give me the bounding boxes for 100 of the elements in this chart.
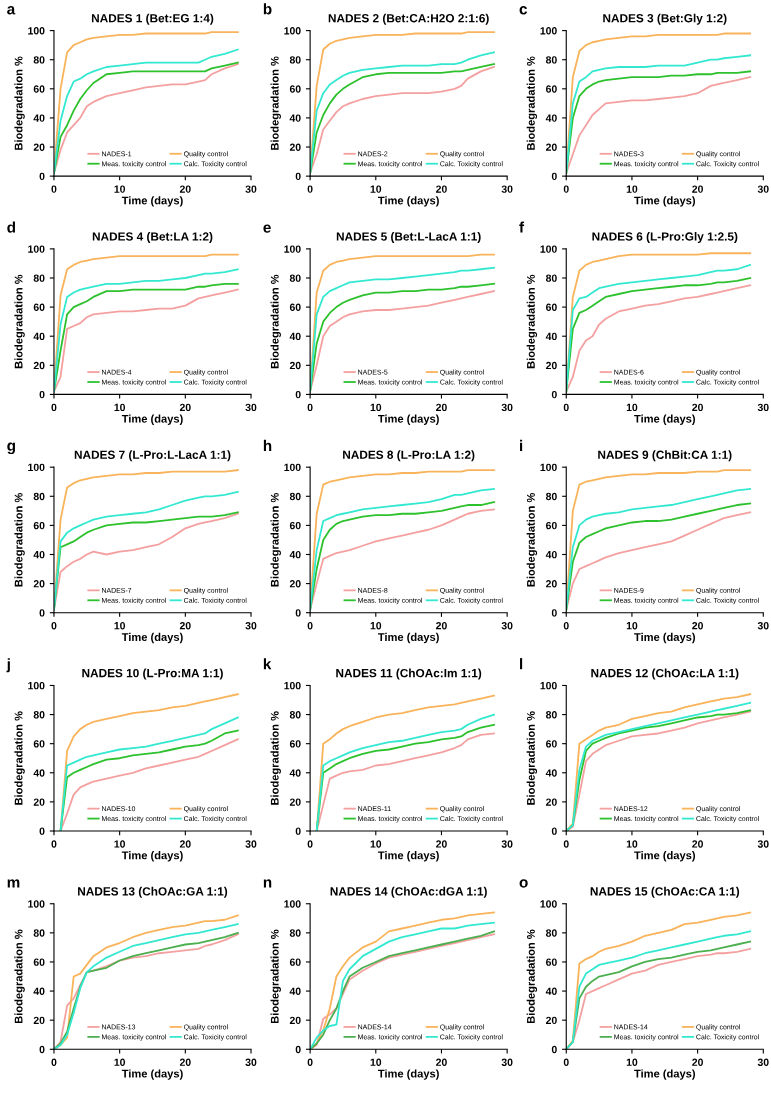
y-tick-label: 80 xyxy=(545,929,557,937)
x-tick-label: 20 xyxy=(436,403,447,412)
x-tick-label: 0 xyxy=(307,1058,313,1066)
x-axis-title: Time (days) xyxy=(377,196,439,207)
y-tick-label: 80 xyxy=(289,274,301,282)
text: n xyxy=(263,879,272,888)
x-axis-title: Time (days) xyxy=(121,851,183,862)
chart-title: NADES 6 (L-Pro:Gly 1:2.5) xyxy=(592,232,738,244)
y-tick-label: 40 xyxy=(545,332,557,341)
x-axis-title: Time (days) xyxy=(634,414,695,425)
y-tick-label: 80 xyxy=(33,929,45,937)
y-tick-label: 20 xyxy=(33,361,45,370)
y-tick-label: 0 xyxy=(39,390,45,399)
x-tick-label: 10 xyxy=(626,1058,638,1066)
x-tick-label: 30 xyxy=(757,403,769,412)
x-axis-title: Time (days) xyxy=(121,414,183,425)
x-tick-label: 30 xyxy=(757,185,769,193)
chart-title: NADES 3 (Bet:Gly 1:2) xyxy=(603,13,727,25)
y-tick-label: 20 xyxy=(289,580,301,588)
x-tick-label: 30 xyxy=(757,840,769,848)
text: c xyxy=(519,6,528,15)
x-tick-label: 0 xyxy=(563,1058,569,1066)
y-tick-label: 100 xyxy=(28,900,45,908)
y-tick-label: 0 xyxy=(295,1045,301,1054)
y-tick-label: 60 xyxy=(546,303,557,311)
y-tick-label: 40 xyxy=(545,114,557,122)
y-axis-title: Biodegradation % xyxy=(14,929,25,1023)
chart-title: NADES 5 (Bet:L-LacA 1:1) xyxy=(336,232,481,244)
y-tick-label: 100 xyxy=(284,245,301,253)
chart-title: NADES 13 (ChOAc:GA 1:1) xyxy=(78,886,228,898)
x-tick-label: 10 xyxy=(370,185,382,193)
y-tick-label: 0 xyxy=(551,1045,557,1054)
chart-title: NADES 1 (Bet:EG 1:4) xyxy=(91,13,214,25)
y-tick-label: 40 xyxy=(33,769,45,777)
y-tick-label: 60 xyxy=(33,303,45,311)
y-tick-label: 20 xyxy=(289,1016,301,1025)
y-tick-label: 80 xyxy=(289,711,301,719)
x-axis-title: Time (days) xyxy=(121,632,183,644)
y-tick-label: 100 xyxy=(28,245,45,253)
x-tick-label: 0 xyxy=(563,403,569,412)
y-axis-title: Biodegradation % xyxy=(14,274,25,369)
y-tick-label: 20 xyxy=(546,143,557,151)
y-axis-title: Biodegradation % xyxy=(270,56,281,150)
y-tick-label: 40 xyxy=(33,987,45,995)
x-tick-label: 20 xyxy=(692,840,703,848)
x-tick-label: 30 xyxy=(757,622,769,630)
text: l xyxy=(520,658,523,670)
y-tick-label: 0 xyxy=(39,1045,45,1054)
chart-title: NADES 14 (ChOAc:dGA 1:1) xyxy=(330,886,487,898)
y-tick-label: 0 xyxy=(551,390,557,399)
x-tick-label: 10 xyxy=(114,1058,126,1066)
y-tick-label: 40 xyxy=(289,332,301,341)
y-tick-label: 80 xyxy=(289,56,301,64)
y-tick-label: 60 xyxy=(33,958,45,966)
x-tick-label: 10 xyxy=(626,185,638,193)
y-tick-label: 0 xyxy=(551,827,557,835)
x-axis-title: Time (days) xyxy=(377,1069,439,1080)
x-tick-label: 30 xyxy=(757,1058,769,1066)
x-tick-label: 0 xyxy=(51,1058,57,1066)
y-tick-label: 60 xyxy=(546,740,557,748)
y-tick-label: 40 xyxy=(33,551,45,559)
x-axis-title: Time (days) xyxy=(121,1069,183,1080)
y-axis-title: Biodegradation % xyxy=(14,56,25,150)
y-tick-label: 100 xyxy=(540,27,557,35)
x-tick-label: 20 xyxy=(692,622,703,630)
x-tick-label: 0 xyxy=(307,840,313,848)
y-tick-label: 0 xyxy=(551,172,557,181)
y-tick-label: 100 xyxy=(28,27,45,35)
y-axis-title: Biodegradation % xyxy=(526,493,538,587)
text: j xyxy=(6,658,10,673)
x-axis-title: Time (days) xyxy=(377,414,439,425)
chart-title: NADES 10 (L-Pro:MA 1:1) xyxy=(82,668,223,680)
y-tick-label: 40 xyxy=(545,987,557,995)
y-tick-label: 20 xyxy=(546,580,557,588)
x-tick-label: 10 xyxy=(626,622,638,630)
y-axis-title: Biodegradation % xyxy=(270,711,281,805)
y-tick-label: 40 xyxy=(33,332,45,341)
y-tick-label: 20 xyxy=(289,361,301,370)
x-tick-label: 0 xyxy=(51,185,57,193)
y-axis-title: Biodegradation % xyxy=(526,56,538,150)
chart-title: NADES 8 (L-Pro:LA 1:2) xyxy=(343,450,475,462)
text: b xyxy=(263,3,272,15)
x-tick-label: 20 xyxy=(179,1058,191,1066)
x-tick-label: 0 xyxy=(51,622,57,630)
text: h xyxy=(263,439,272,451)
x-tick-label: 30 xyxy=(501,185,513,193)
x-tick-label: 10 xyxy=(114,840,126,848)
y-tick-label: 80 xyxy=(33,56,45,64)
text: e xyxy=(263,224,271,233)
x-tick-label: 20 xyxy=(436,1058,447,1066)
y-axis-title: Biodegradation % xyxy=(14,493,25,587)
y-tick-label: 40 xyxy=(289,769,301,777)
y-tick-label: 100 xyxy=(540,900,557,908)
x-tick-label: 30 xyxy=(245,403,257,412)
chart-title: NADES 2 (Bet:CA:H2O 2:1:6) xyxy=(328,13,489,25)
y-tick-label: 80 xyxy=(545,56,557,64)
chart-title: NADES 4 (Bet:LA 1:2) xyxy=(92,232,213,244)
y-tick-label: 60 xyxy=(289,521,301,530)
y-tick-label: 100 xyxy=(540,245,557,253)
y-tick-label: 20 xyxy=(546,1016,557,1025)
